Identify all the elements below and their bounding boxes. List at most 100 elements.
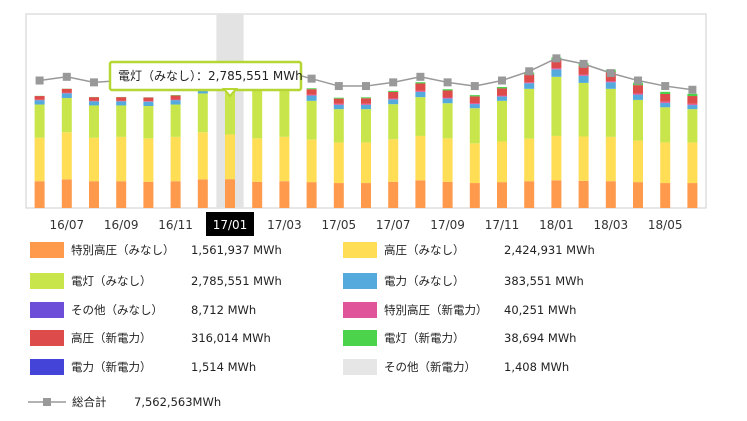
bar-segment[interactable] — [633, 94, 643, 100]
bar-segment[interactable] — [225, 82, 235, 135]
bar-segment[interactable] — [578, 75, 589, 83]
bar-segment[interactable] — [524, 181, 535, 208]
bar-segment[interactable] — [34, 137, 45, 182]
bar-segment[interactable] — [415, 82, 426, 84]
bar-segment[interactable] — [633, 99, 643, 141]
bar-segment[interactable] — [687, 142, 698, 184]
bar-segment[interactable] — [170, 100, 181, 105]
bar-segment[interactable] — [279, 136, 290, 182]
bar-segment[interactable] — [524, 74, 535, 83]
bar-segment[interactable] — [170, 99, 181, 101]
bar-segment[interactable] — [333, 97, 344, 99]
bar-segment[interactable] — [361, 142, 371, 184]
bar-segment[interactable] — [116, 105, 127, 137]
bar-segment[interactable] — [578, 82, 589, 137]
bar-segment[interactable] — [442, 90, 453, 98]
bar-segment[interactable] — [388, 99, 399, 105]
bar-segment[interactable] — [197, 179, 208, 208]
bar-segment[interactable] — [551, 76, 562, 136]
bar-segment[interactable] — [578, 180, 589, 208]
bar-segment[interactable] — [170, 95, 181, 100]
total-point[interactable] — [389, 78, 398, 87]
bar-segment[interactable] — [197, 132, 208, 180]
bar-segment[interactable] — [469, 104, 480, 109]
bar-segment[interactable] — [170, 136, 181, 182]
bar-segment[interactable] — [605, 181, 616, 208]
bar-segment[interactable] — [361, 104, 371, 110]
bar-segment[interactable] — [116, 101, 127, 106]
bar-segment[interactable] — [469, 183, 480, 208]
total-point[interactable] — [552, 54, 561, 63]
bar-segment[interactable] — [89, 97, 99, 101]
bar-segment[interactable] — [497, 96, 507, 101]
bar-segment[interactable] — [605, 136, 616, 182]
bar-segment[interactable] — [469, 103, 480, 104]
bar-segment[interactable] — [633, 140, 643, 183]
bar-segment[interactable] — [306, 89, 317, 95]
bar-segment[interactable] — [415, 83, 426, 91]
total-point[interactable] — [90, 78, 98, 87]
bar-segment[interactable] — [388, 104, 399, 140]
bar-segment[interactable] — [306, 139, 317, 183]
bar-segment[interactable] — [415, 180, 426, 208]
bar-segment[interactable] — [333, 103, 344, 105]
bar-segment[interactable] — [415, 90, 426, 92]
bar-segment[interactable] — [524, 83, 535, 89]
bar-segment[interactable] — [660, 142, 671, 184]
bar-segment[interactable] — [61, 98, 72, 133]
bar-segment[interactable] — [388, 98, 399, 100]
bar-segment[interactable] — [361, 109, 371, 143]
legend-total[interactable]: 総合計 7,562,563MWh — [28, 392, 221, 412]
bar-segment[interactable] — [633, 93, 643, 95]
bar-segment[interactable] — [551, 69, 562, 77]
total-point[interactable] — [416, 72, 425, 81]
bar-segment[interactable] — [333, 142, 344, 184]
bar-segment[interactable] — [34, 104, 45, 138]
bar-segment[interactable] — [388, 181, 399, 208]
bar-segment[interactable] — [333, 183, 344, 208]
bar-segment[interactable] — [89, 105, 99, 138]
bar-segment[interactable] — [605, 88, 616, 137]
bar-segment[interactable] — [197, 93, 208, 133]
bar-segment[interactable] — [116, 136, 127, 182]
bar-segment[interactable] — [143, 106, 154, 139]
bar-segment[interactable] — [388, 139, 399, 182]
bar-segment[interactable] — [61, 179, 72, 208]
bar-segment[interactable] — [89, 137, 99, 182]
total-point[interactable] — [62, 72, 71, 81]
bar-segment[interactable] — [143, 101, 154, 107]
bar-segment[interactable] — [333, 109, 344, 143]
bar-segment[interactable] — [306, 182, 317, 208]
total-point[interactable] — [525, 67, 534, 76]
bar-segment[interactable] — [578, 65, 589, 75]
bar-segment[interactable] — [633, 182, 643, 208]
bar-segment[interactable] — [442, 89, 453, 91]
total-point[interactable] — [498, 76, 506, 85]
bar-segment[interactable] — [170, 104, 181, 137]
bar-segment[interactable] — [143, 97, 154, 102]
bar-segment[interactable] — [551, 68, 562, 70]
bar-segment[interactable] — [388, 90, 399, 92]
bar-segment[interactable] — [442, 138, 453, 182]
bar-segment[interactable] — [687, 103, 698, 105]
bar-segment[interactable] — [170, 181, 181, 208]
bar-segment[interactable] — [660, 94, 671, 102]
bar-segment[interactable] — [306, 100, 317, 140]
bar-segment[interactable] — [279, 88, 290, 137]
bar-segment[interactable] — [687, 105, 698, 110]
bar-segment[interactable] — [687, 93, 698, 97]
bar-segment[interactable] — [524, 138, 535, 182]
bar-segment[interactable] — [361, 97, 371, 99]
bar-segment[interactable] — [225, 134, 235, 180]
total-point[interactable] — [443, 78, 452, 87]
total-point[interactable] — [634, 76, 642, 85]
bar-segment[interactable] — [605, 82, 616, 89]
bar-segment[interactable] — [415, 135, 426, 181]
total-point[interactable] — [661, 82, 670, 91]
bar-segment[interactable] — [497, 95, 507, 97]
bar-segment[interactable] — [633, 85, 643, 94]
bar-segment[interactable] — [687, 183, 698, 208]
bar-segment[interactable] — [252, 181, 263, 208]
bar-segment[interactable] — [143, 181, 154, 208]
total-point[interactable] — [362, 82, 370, 91]
